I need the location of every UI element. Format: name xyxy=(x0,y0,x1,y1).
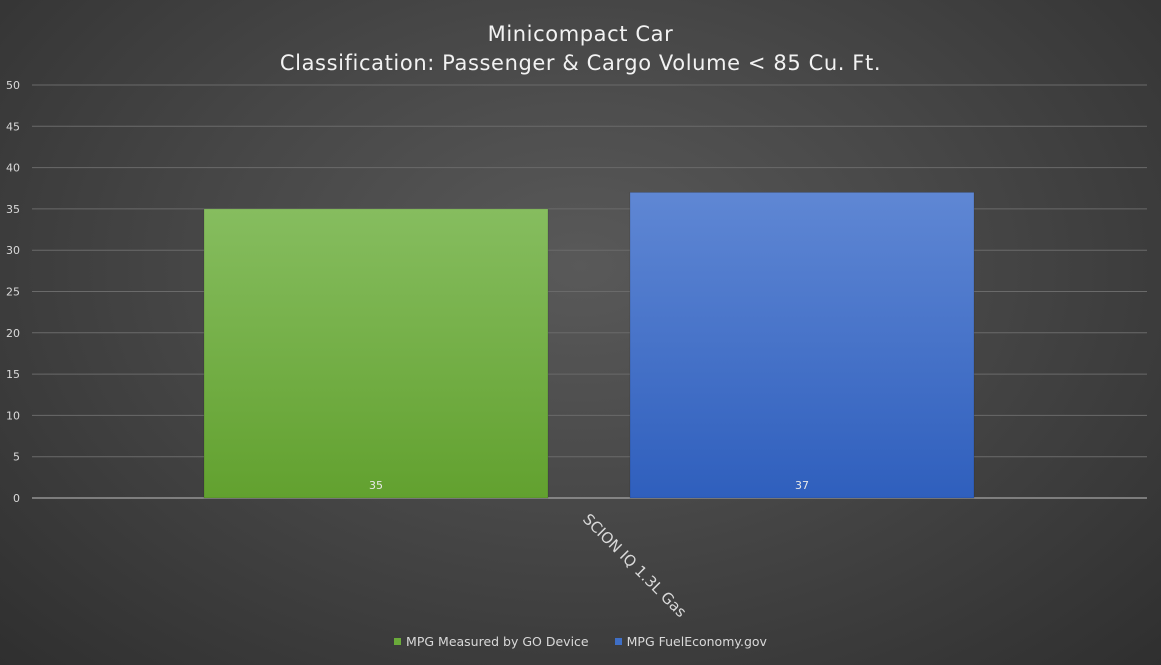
y-tick-label: 5 xyxy=(13,451,20,464)
x-category-label: SCION IQ 1.3L Gas xyxy=(579,510,690,621)
bar-go-device xyxy=(203,208,549,499)
chart-title-line1: Minicompact Car xyxy=(487,22,674,46)
legend-item-go-device: MPG Measured by GO Device xyxy=(394,634,589,649)
chart-title-line2: Classification: Passenger & Cargo Volume… xyxy=(279,51,882,75)
y-tick-label: 40 xyxy=(6,162,20,175)
y-tick-label: 45 xyxy=(6,120,20,133)
legend-item-fueleconomy: MPG FuelEconomy.gov xyxy=(614,634,767,649)
y-tick-label: 50 xyxy=(6,79,20,92)
y-tick-label: 20 xyxy=(6,327,20,340)
bar-data-label: 37 xyxy=(795,479,809,492)
bar-fueleconomy xyxy=(629,192,975,499)
y-tick-label: 30 xyxy=(6,244,20,257)
legend: MPG Measured by GO Device MPG FuelEconom… xyxy=(0,634,1161,649)
legend-swatch-blue xyxy=(614,638,622,645)
y-tick-label: 35 xyxy=(6,203,20,216)
legend-label: MPG Measured by GO Device xyxy=(406,634,589,649)
y-tick-label: 10 xyxy=(6,409,20,422)
legend-swatch-green xyxy=(394,638,402,645)
y-tick-label: 25 xyxy=(6,286,20,299)
legend-label: MPG FuelEconomy.gov xyxy=(626,634,767,649)
y-tick-label: 15 xyxy=(6,368,20,381)
bar-data-label: 35 xyxy=(369,479,383,492)
y-tick-label: 0 xyxy=(13,492,20,505)
